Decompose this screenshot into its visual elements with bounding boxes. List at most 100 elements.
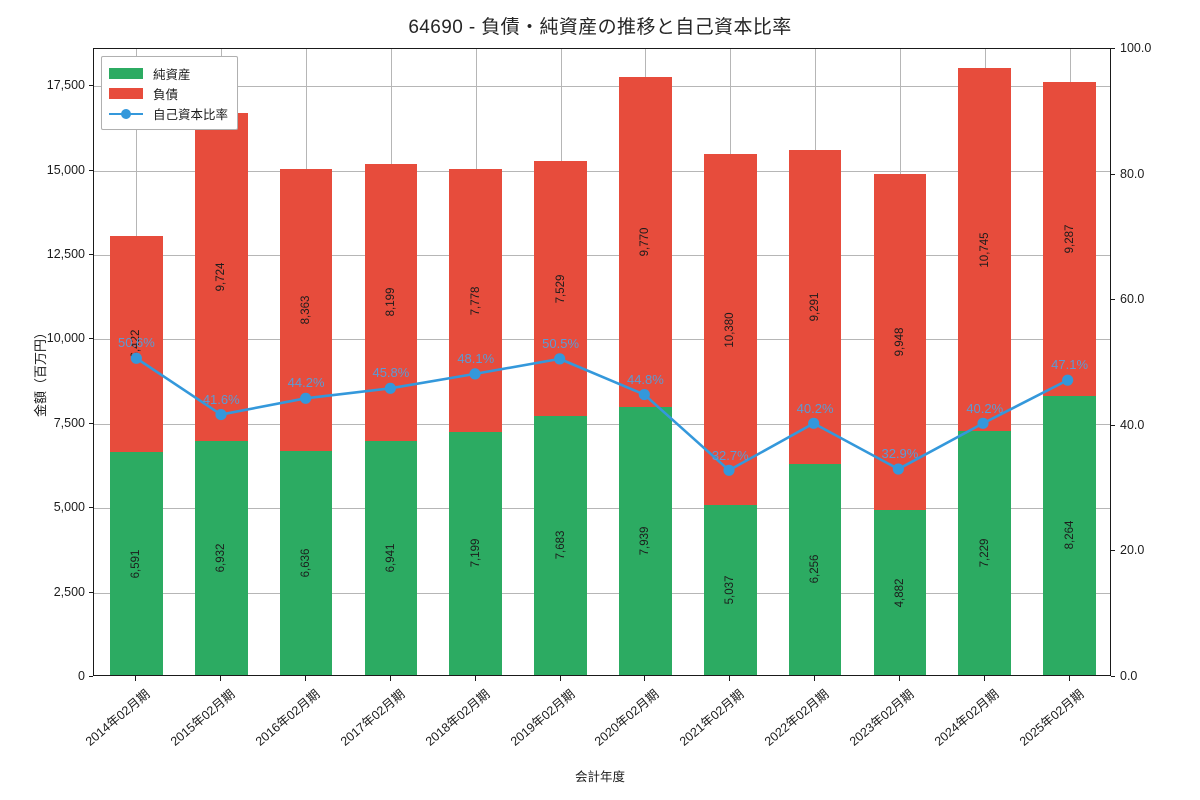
bar-group[interactable]: 7,229 10,745 bbox=[958, 47, 1012, 675]
bar-segment-equity[interactable]: 6,256 bbox=[788, 463, 842, 675]
legend-item[interactable]: 負債 bbox=[109, 83, 228, 103]
x-axis-title: 会計年度 bbox=[574, 770, 625, 784]
bar-segment-equity[interactable]: 6,591 bbox=[110, 452, 163, 675]
ratio-data-point[interactable] bbox=[638, 388, 650, 401]
ratio-data-point[interactable] bbox=[469, 368, 481, 380]
bar-group[interactable]: 6,256 9,291 bbox=[788, 47, 842, 675]
y-axis-right-tick-mark bbox=[1111, 550, 1115, 552]
bar-segment-equity[interactable]: 7,939 bbox=[619, 406, 672, 675]
gridline-horizontal bbox=[94, 170, 1110, 172]
y-axis-right-tick-mark bbox=[1111, 48, 1115, 49]
bar-group[interactable]: 7,199 7,778 bbox=[449, 47, 503, 675]
y-axis-left-tick-mark bbox=[89, 253, 93, 255]
x-axis-tick-mark bbox=[559, 676, 561, 681]
chart-title: 64690 - 負債・純資産の推移と自己資本比率 bbox=[408, 17, 792, 38]
y-axis-right-tick-mark bbox=[1111, 299, 1115, 301]
y-axis-right-tick-label: 20.0 bbox=[1120, 543, 1145, 558]
ratio-data-point[interactable] bbox=[384, 382, 396, 394]
bar-segment-equity[interactable]: 7,199 bbox=[449, 431, 503, 675]
x-axis-tick-mark bbox=[135, 676, 137, 681]
y-axis-left-tick-mark bbox=[89, 85, 93, 87]
bar-segment-debt[interactable]: 7,529 bbox=[534, 161, 587, 416]
ratio-data-label: 32.7% bbox=[711, 447, 749, 463]
ratio-data-point[interactable] bbox=[1062, 374, 1074, 386]
y-axis-left-tick-label: 7,500 bbox=[53, 415, 85, 430]
legend-label: 負債 bbox=[153, 87, 179, 102]
ratio-data-point[interactable] bbox=[723, 464, 735, 476]
bar-segment-equity[interactable]: 4,882 bbox=[873, 510, 927, 675]
x-axis-tick-mark bbox=[983, 676, 985, 681]
bar-group[interactable]: 4,882 9,948 bbox=[873, 47, 927, 675]
y-axis-left-tick-label: 10,000 bbox=[46, 331, 85, 346]
legend-line-marker-icon bbox=[109, 108, 143, 119]
ratio-data-point[interactable] bbox=[808, 417, 820, 429]
ratio-label-layer: 50.6% 41.6% 44.2% 45.8% 48.1% 50.5% 44.8% 32.7%… bbox=[94, 49, 1110, 675]
legend-color-swatch bbox=[109, 67, 143, 79]
x-axis-tick-mark bbox=[729, 676, 731, 681]
bar-series-layer: 6,591 6,422 6,932 9,724 6,636 8,363 6,941 8,199… bbox=[94, 49, 1110, 675]
gridline-horizontal bbox=[94, 86, 1110, 88]
gridline-horizontal bbox=[94, 339, 1110, 341]
bar-segment-equity[interactable]: 7,229 bbox=[958, 430, 1012, 675]
bar-segment-equity[interactable]: 7,683 bbox=[534, 415, 587, 675]
bar-group[interactable]: 6,636 8,363 bbox=[279, 47, 333, 675]
y-axis-right-tick-label: 60.0 bbox=[1120, 292, 1145, 307]
ratio-data-label: 47.1% bbox=[1051, 357, 1089, 373]
ratio-data-point[interactable] bbox=[215, 408, 227, 421]
bar-group[interactable]: 7,683 7,529 bbox=[534, 47, 587, 675]
bar-group[interactable]: 6,941 8,199 bbox=[364, 47, 418, 675]
x-axis-tick-label: 2023年02月期 bbox=[846, 687, 917, 749]
bar-segment-debt[interactable]: 7,778 bbox=[449, 169, 503, 432]
bar-segment-debt[interactable]: 10,745 bbox=[958, 68, 1012, 431]
bar-segment-equity[interactable]: 6,636 bbox=[279, 450, 333, 675]
bar-segment-debt[interactable]: 9,948 bbox=[873, 174, 927, 511]
x-axis-tick-mark bbox=[389, 676, 391, 681]
bar-group[interactable]: 6,932 9,724 bbox=[194, 47, 248, 675]
bar-segment-debt[interactable]: 6,422 bbox=[110, 235, 163, 453]
ratio-data-label: 32.9% bbox=[881, 446, 919, 462]
y-axis-right-tick-mark bbox=[1111, 676, 1115, 677]
ratio-data-point[interactable] bbox=[130, 352, 142, 364]
bar-segment-equity[interactable]: 6,932 bbox=[194, 440, 248, 675]
bar-group[interactable]: 8,264 9,287 bbox=[1043, 47, 1096, 675]
bar-segment-debt[interactable]: 9,770 bbox=[619, 77, 672, 407]
plot-area: 6,591 6,422 6,932 9,724 6,636 8,363 6,941 8,199… bbox=[93, 48, 1111, 676]
y-axis-left-tick-label: 5,000 bbox=[53, 500, 85, 515]
legend-item[interactable]: 自己資本比率 bbox=[109, 103, 228, 123]
bar-segment-equity[interactable]: 6,941 bbox=[364, 440, 418, 675]
y-axis-left-tick-mark bbox=[89, 507, 93, 509]
bar-segment-debt[interactable]: 8,363 bbox=[279, 168, 333, 451]
x-axis-tick-label: 2025年02月期 bbox=[1016, 687, 1087, 749]
y-axis-right: 0.0 20.0 40.0 60.0 80.0 100.0 bbox=[1111, 0, 1200, 800]
ratio-data-label: 40.2% bbox=[796, 400, 834, 416]
bar-segment-debt[interactable]: 9,291 bbox=[788, 150, 842, 464]
bar-segment-debt[interactable]: 9,287 bbox=[1043, 82, 1096, 396]
bar-segment-debt[interactable]: 9,724 bbox=[194, 112, 248, 441]
ratio-data-label: 40.2% bbox=[966, 400, 1004, 416]
bar-segment-equity[interactable]: 8,264 bbox=[1043, 395, 1096, 675]
bar-segment-equity[interactable]: 5,037 bbox=[703, 504, 757, 675]
legend-item[interactable]: 純資産 bbox=[109, 63, 228, 83]
x-axis-tick-label: 2024年02月期 bbox=[931, 687, 1002, 749]
x-axis-tick-label: 2018年02月期 bbox=[422, 687, 493, 749]
y-axis-right-tick-label: 0.0 bbox=[1120, 669, 1138, 683]
y-axis-left-tick-label: 15,000 bbox=[46, 162, 85, 177]
y-axis-left-title: 金額（百万円） bbox=[33, 325, 49, 418]
bar-group[interactable]: 7,939 9,770 bbox=[619, 47, 672, 675]
x-axis-tick-mark bbox=[474, 676, 476, 681]
y-axis-left-tick-mark bbox=[89, 676, 93, 677]
bar-group[interactable]: 5,037 10,380 bbox=[703, 47, 757, 675]
y-axis-left-tick-label: 0 bbox=[78, 669, 85, 683]
legend-color-swatch bbox=[109, 87, 143, 99]
bar-segment-debt[interactable]: 10,380 bbox=[703, 154, 757, 505]
legend-label: 自己資本比率 bbox=[153, 107, 229, 122]
ratio-data-label: 41.6% bbox=[202, 391, 240, 407]
ratio-data-point[interactable] bbox=[554, 353, 566, 365]
y-axis-right-tick-mark bbox=[1111, 173, 1115, 175]
ratio-data-point[interactable] bbox=[300, 392, 312, 404]
bar-segment-debt[interactable]: 8,199 bbox=[364, 163, 418, 441]
ratio-data-point[interactable] bbox=[977, 417, 989, 429]
ratio-data-point[interactable] bbox=[892, 463, 904, 475]
bar-group[interactable]: 6,591 6,422 bbox=[110, 47, 163, 675]
